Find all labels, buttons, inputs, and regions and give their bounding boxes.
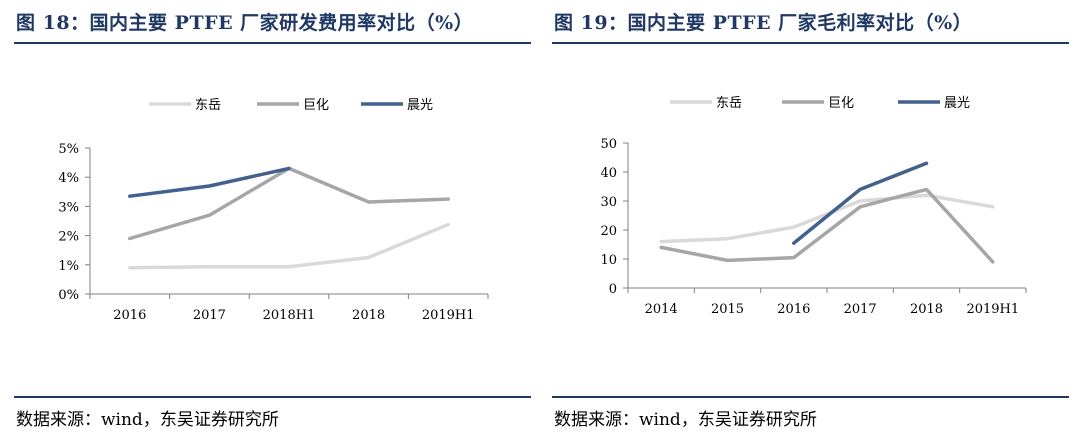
series-line-晨光 <box>792 161 929 245</box>
legend-label: 东岳 <box>195 98 221 113</box>
figure-title: 图 18：国内主要 PTFE 厂家研发费用率对比（%） <box>16 12 474 34</box>
y-tick-label: 10 <box>600 253 617 268</box>
series-line-晨光 <box>128 166 291 198</box>
figure-title: 图 19：国内主要 PTFE 厂家毛利率对比（%） <box>554 12 973 34</box>
line-chart-gross-margin: 东岳 巨化 晨光 0 10 20 30 40 50 2014 2015 2016 2017 2018 201… <box>600 96 1027 317</box>
x-tick-label: 2018H1 <box>263 308 316 323</box>
series-line-东岳 <box>128 222 450 270</box>
y-tick-label: 40 <box>600 166 617 181</box>
data-source: 数据来源：wind，东吴证券研究所 <box>16 410 279 430</box>
y-tick-label: 0 <box>609 282 617 297</box>
chart-panel-right: 图 19：国内主要 PTFE 厂家毛利率对比（%） 东岳 巨化 晨光 0 10 20 30 4… <box>552 0 1069 440</box>
x-tick-label: 2016 <box>777 302 810 317</box>
series-line-巨化 <box>659 187 995 264</box>
x-tick-label: 2018 <box>910 302 943 317</box>
x-tick-label: 2018 <box>352 308 385 323</box>
y-tick-label: 1% <box>58 259 79 274</box>
y-tick-label: 5% <box>58 142 79 157</box>
title-rule <box>14 42 531 44</box>
x-tick-label: 2019H1 <box>422 308 475 323</box>
chart-panel-left: 图 18：国内主要 PTFE 厂家研发费用率对比（%） 东岳 巨化 晨光 0% 1% 2%… <box>14 0 531 440</box>
x-tick-label: 2019H1 <box>966 302 1019 317</box>
data-source: 数据来源：wind，东吴证券研究所 <box>554 410 817 430</box>
y-tick-label: 0% <box>58 288 79 303</box>
x-tick-label: 2014 <box>645 302 678 317</box>
legend-label: 晨光 <box>407 98 433 113</box>
source-rule <box>14 396 531 398</box>
y-tick-label: 50 <box>600 137 617 152</box>
x-tick-label: 2016 <box>113 308 146 323</box>
y-tick-label: 2% <box>58 230 79 245</box>
legend-label: 东岳 <box>716 96 742 111</box>
x-tick-label: 2017 <box>844 302 877 317</box>
legend-label: 巨化 <box>303 98 329 113</box>
legend-label: 晨光 <box>944 96 970 111</box>
x-tick-label: 2017 <box>193 308 226 323</box>
y-tick-label: 4% <box>58 171 79 186</box>
source-rule <box>552 396 1069 398</box>
x-tick-label: 2015 <box>711 302 744 317</box>
legend-label: 巨化 <box>828 96 854 111</box>
title-rule <box>552 42 1069 44</box>
line-chart-rd-expense-ratio: 东岳 巨化 晨光 0% 1% 2% 3% 4% 5% 2016 2017 2018H1 2018 2019… <box>58 98 489 323</box>
series-line-巨化 <box>128 166 450 241</box>
y-tick-label: 3% <box>58 200 79 215</box>
y-tick-label: 30 <box>600 195 617 210</box>
y-tick-label: 20 <box>600 224 617 239</box>
